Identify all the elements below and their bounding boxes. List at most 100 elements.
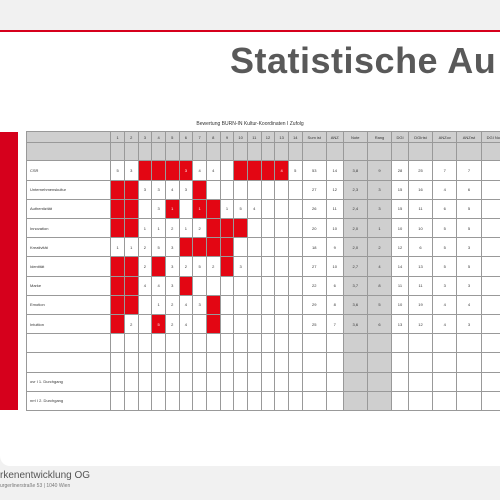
table-cell: 6: [366, 313, 393, 335]
column-header: 3: [137, 130, 153, 144]
table-cell: [219, 294, 235, 315]
table-cell: 3: [151, 198, 166, 219]
table-cell: [480, 313, 500, 335]
table-caption: Bewertung BURN-IN Kultur-Koordinaten I Z…: [196, 121, 304, 127]
table-cell: [480, 294, 500, 315]
table-cell: [260, 256, 276, 277]
table-cell: 2,4: [342, 198, 368, 219]
table-cell: [342, 371, 368, 392]
table-cell: 11: [325, 198, 344, 219]
table-cell: 6: [407, 237, 434, 258]
table-cell: 4: [246, 198, 262, 219]
table-cell: [246, 313, 262, 335]
table-cell: [301, 371, 327, 392]
table-cell: [391, 371, 409, 392]
table-cell: [137, 390, 153, 412]
row-label: Kreativität: [25, 237, 112, 258]
table-cell: [480, 217, 500, 239]
table-cell: 3: [456, 275, 482, 296]
table-cell: [274, 237, 289, 258]
table-cell: [219, 256, 235, 277]
footer-company: rkenentwicklung OG: [0, 470, 91, 481]
table-cell: [233, 160, 248, 181]
table-cell: [287, 217, 303, 239]
table-cell: [192, 237, 207, 258]
table-cell: [260, 217, 276, 239]
table-cell: 3: [366, 198, 393, 219]
table-cell: 5: [233, 198, 248, 219]
header-spacer-cell: [456, 142, 482, 162]
table-cell: [123, 275, 139, 296]
table-cell: [391, 390, 409, 412]
table-row: Authentizität 3 1 1 1 5 4 26 11 2,4 3 15 11 6 5: [25, 198, 500, 219]
table-cell: [151, 256, 166, 277]
table-cell: 6: [432, 198, 458, 219]
table-cell: [233, 333, 248, 354]
table-cell: 14: [391, 256, 409, 277]
table-cell: 5: [110, 160, 125, 181]
table-cell: [432, 371, 458, 392]
table-cell: [274, 275, 289, 296]
table-cell: [110, 352, 125, 373]
table-cell: [246, 256, 262, 277]
column-header: DGI: [391, 130, 409, 144]
table-cell: 4: [151, 275, 166, 296]
table-cell: 3: [432, 275, 458, 296]
table-cell: [287, 179, 303, 200]
header-spacer-cell: [233, 142, 248, 162]
header-spacer-cell: [192, 142, 207, 162]
table-cell: 3: [178, 179, 194, 200]
column-header: Rang: [366, 130, 393, 144]
table-cell: 4: [432, 294, 458, 315]
table-cell: [123, 256, 139, 277]
table-cell: 5: [432, 237, 458, 258]
table-cell: 1: [164, 198, 180, 219]
table-cell: 1: [137, 217, 153, 239]
table-cell: [219, 237, 235, 258]
table-cell: 2: [137, 237, 153, 258]
table-cell: 3: [178, 160, 194, 181]
header-spacer-cell: [407, 142, 434, 162]
table-cell: [233, 371, 248, 392]
table-cell: 8: [366, 275, 393, 296]
table-cell: [260, 333, 276, 354]
row-label: Identität: [25, 256, 112, 277]
table-cell: 1: [151, 294, 166, 315]
table-row: nrrl I 2. Durchgang: [25, 390, 500, 412]
header-spacer-cell: [287, 142, 303, 162]
page-title: Statistische Au: [230, 40, 497, 81]
table-cell: [366, 333, 393, 354]
table-row: CSR 5 3 3 4 4 4 5 53 14 3,8 9 28 25 7 7: [25, 160, 500, 181]
table-cell: [407, 371, 434, 392]
column-header: 2: [123, 130, 139, 144]
table-cell: [164, 333, 180, 354]
table-cell: [407, 352, 434, 373]
table-cell: [233, 237, 248, 258]
table-cell: [151, 352, 166, 373]
table-cell: 53: [301, 160, 327, 181]
table-cell: [123, 390, 139, 412]
table-row: [25, 352, 500, 373]
table-cell: [287, 275, 303, 296]
column-header: 4: [151, 130, 166, 144]
table-cell: [391, 333, 409, 354]
header-spacer-cell: [325, 142, 344, 162]
table-cell: 9: [325, 237, 344, 258]
row-label: CSR: [25, 160, 112, 181]
table-row: Intuition 2 5 2 4 25 7 3,6 6 13 12 4 3: [25, 313, 500, 335]
table-cell: [123, 333, 139, 354]
table-cell: [178, 237, 194, 258]
table-cell: [301, 390, 327, 412]
table-cell: [219, 352, 235, 373]
table-cell: [137, 313, 153, 335]
table-row: Unternehmenskultur 3 3 4 3 27 12 2,3 3 15 16 4 6: [25, 179, 500, 200]
table-cell: [274, 352, 289, 373]
table-cell: 15: [391, 179, 409, 200]
header-spacer-cell: [366, 142, 393, 162]
column-header: ANZov: [432, 130, 458, 144]
table-cell: [287, 390, 303, 412]
header-spacer-cell: [342, 142, 368, 162]
table-cell: [456, 352, 482, 373]
table-cell: 4: [456, 294, 482, 315]
table-cell: 10: [325, 217, 344, 239]
